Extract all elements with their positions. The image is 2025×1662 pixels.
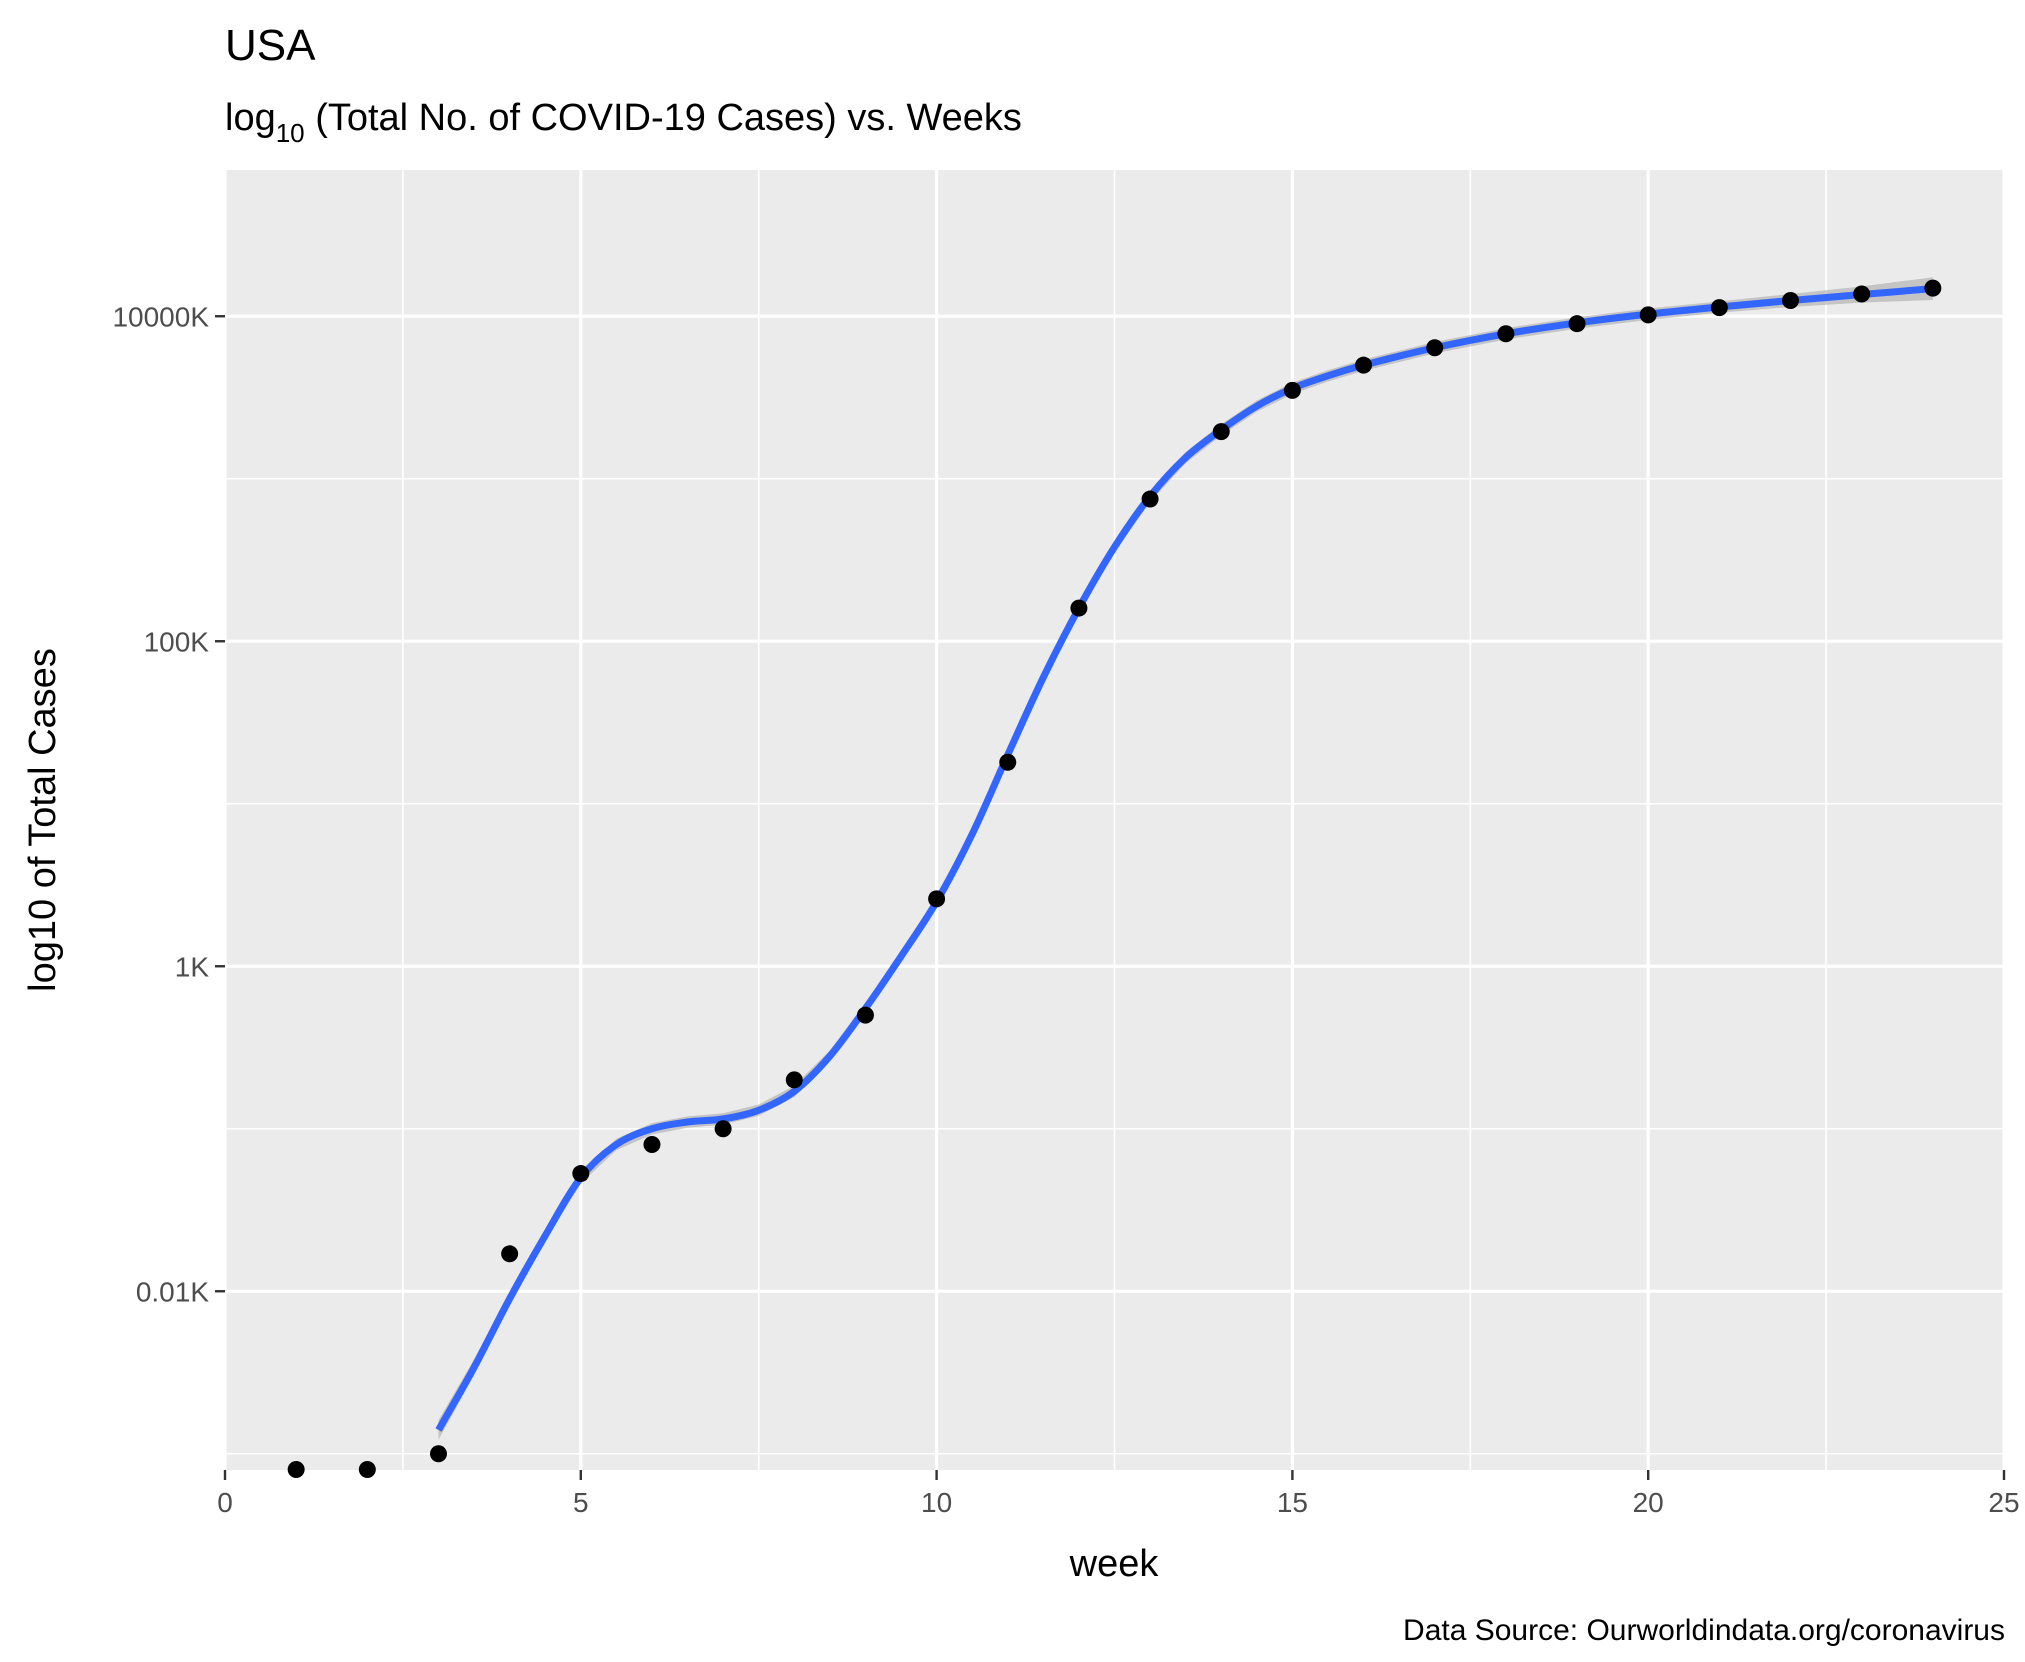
data-point: [1141, 490, 1159, 508]
data-point: [572, 1165, 590, 1183]
smooth-line: [435, 285, 1934, 1432]
y-tick-label: 10000K: [112, 301, 209, 332]
data-point: [1355, 356, 1373, 374]
data-point: [358, 1460, 376, 1478]
subtitle-log: log: [225, 97, 276, 139]
x-tick-label: 25: [1988, 1487, 2019, 1518]
chart-title: USA: [225, 21, 316, 70]
y-tick-label: 0.01K: [136, 1276, 209, 1307]
data-point: [999, 753, 1017, 771]
data-point: [856, 1006, 874, 1024]
y-axis-label: log10 of Total Cases: [22, 648, 64, 992]
x-tick-label: 10: [921, 1487, 952, 1518]
data-point: [714, 1120, 732, 1138]
subtitle-subscript: 10: [276, 118, 305, 148]
y-tick-label: 100K: [144, 626, 210, 657]
data-point: [1924, 279, 1942, 297]
data-point: [785, 1071, 803, 1089]
subtitle-rest: (Total No. of COVID-19 Cases) vs. Weeks: [305, 97, 1022, 139]
data-point: [1497, 325, 1515, 343]
data-point: [1212, 423, 1230, 441]
x-tick-label: 5: [573, 1487, 589, 1518]
data-point: [1782, 292, 1800, 310]
x-axis-label: week: [1069, 1543, 1160, 1585]
data-source-caption: Data Source: Ourworldindata.org/coronavi…: [1403, 1614, 2005, 1647]
chart-subtitle: log10 (Total No. of COVID-19 Cases) vs. …: [225, 97, 1022, 148]
data-point: [287, 1460, 305, 1478]
x-tick-label: 0: [217, 1487, 233, 1518]
data-point: [643, 1135, 661, 1153]
y-axis: 0.01K 1K 100K 10000K: [112, 301, 225, 1307]
data-point: [1283, 381, 1301, 399]
grid-lines: [223, 170, 2006, 1470]
smooth-curve: [435, 285, 1934, 1432]
data-point: [1853, 285, 1871, 303]
x-tick-label: 20: [1633, 1487, 1664, 1518]
y-tick-label: 1K: [175, 951, 210, 982]
x-axis: 0 5 10 15 20 25: [217, 1470, 2020, 1518]
data-point: [1568, 315, 1586, 333]
data-point: [429, 1445, 447, 1463]
data-point: [928, 890, 946, 908]
data-points: [287, 279, 1942, 1478]
data-point: [1070, 599, 1088, 617]
data-point: [501, 1245, 519, 1263]
data-point: [1426, 339, 1444, 357]
data-point: [1639, 306, 1657, 324]
x-tick-label: 15: [1277, 1487, 1308, 1518]
data-point: [1710, 299, 1728, 317]
